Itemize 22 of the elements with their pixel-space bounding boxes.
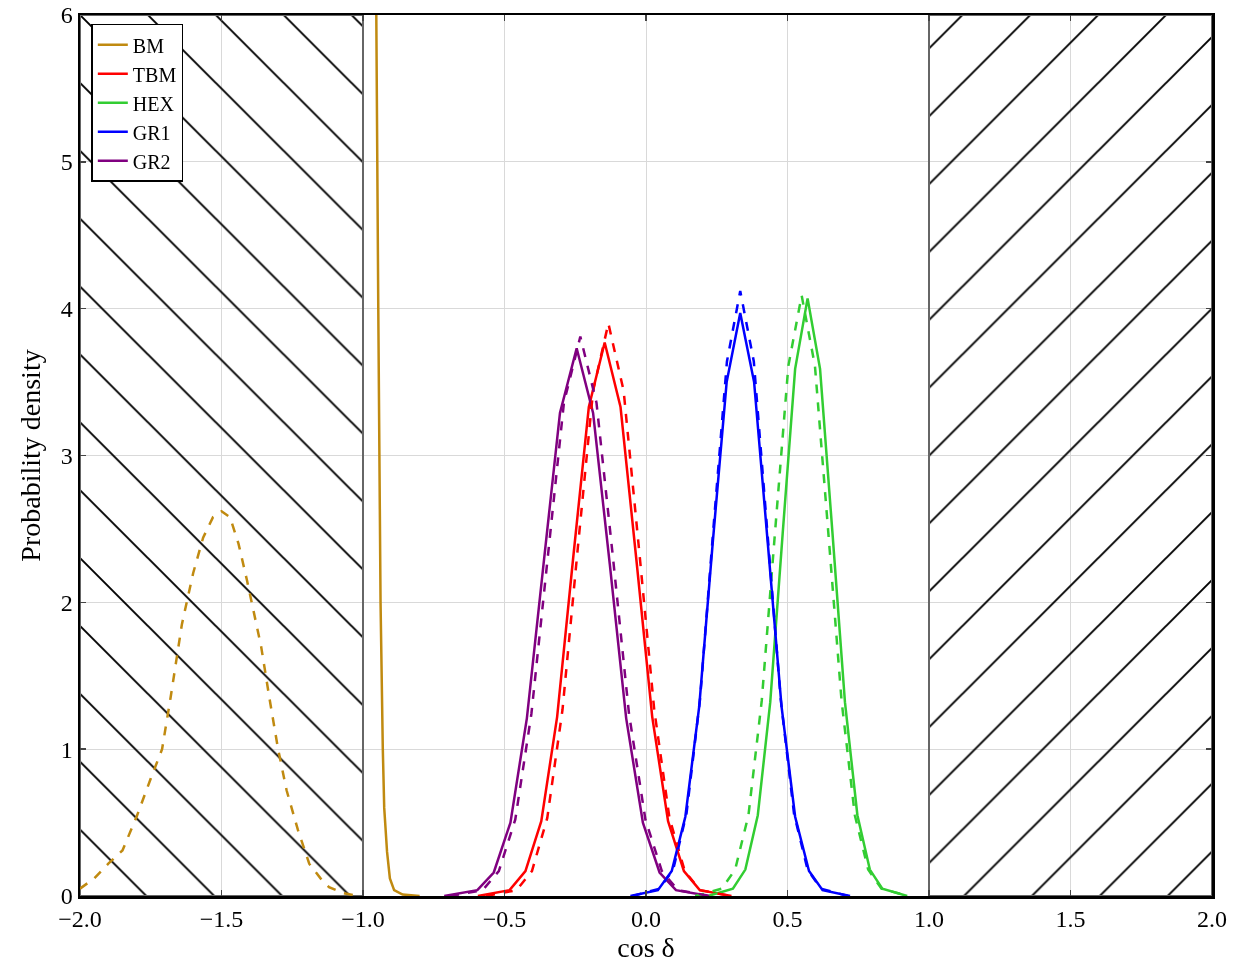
line-series	[375, 15, 421, 896]
x-tick-label: −1.0	[341, 906, 385, 933]
x-tick-label: −1.5	[199, 906, 244, 933]
y-axis-title: Probability density	[15, 349, 47, 562]
y-tick-label: 3	[60, 442, 73, 469]
x-tick-label: 1.5	[1055, 906, 1086, 933]
y-tick-label: 2	[60, 589, 73, 616]
y-tick-label: 4	[60, 296, 73, 323]
y-tick-label: 6	[60, 2, 73, 29]
x-tick-label: −0.5	[482, 906, 527, 933]
y-tick-label: 1	[60, 736, 73, 763]
x-tick-label: 1.0	[914, 906, 944, 933]
y-tick-label: 5	[60, 149, 73, 176]
legend-label: TBM	[132, 63, 177, 86]
legend-label: BM	[132, 34, 165, 57]
legend-label: HEX	[132, 92, 175, 115]
legend-label: GR2	[132, 150, 171, 173]
x-tick-label: 0.5	[772, 906, 803, 933]
legend-label: GR1	[132, 121, 171, 144]
x-axis-title: cos δ	[617, 932, 675, 964]
x-tick-label: 0.0	[631, 906, 661, 933]
x-tick-label: 2.0	[1197, 906, 1227, 933]
